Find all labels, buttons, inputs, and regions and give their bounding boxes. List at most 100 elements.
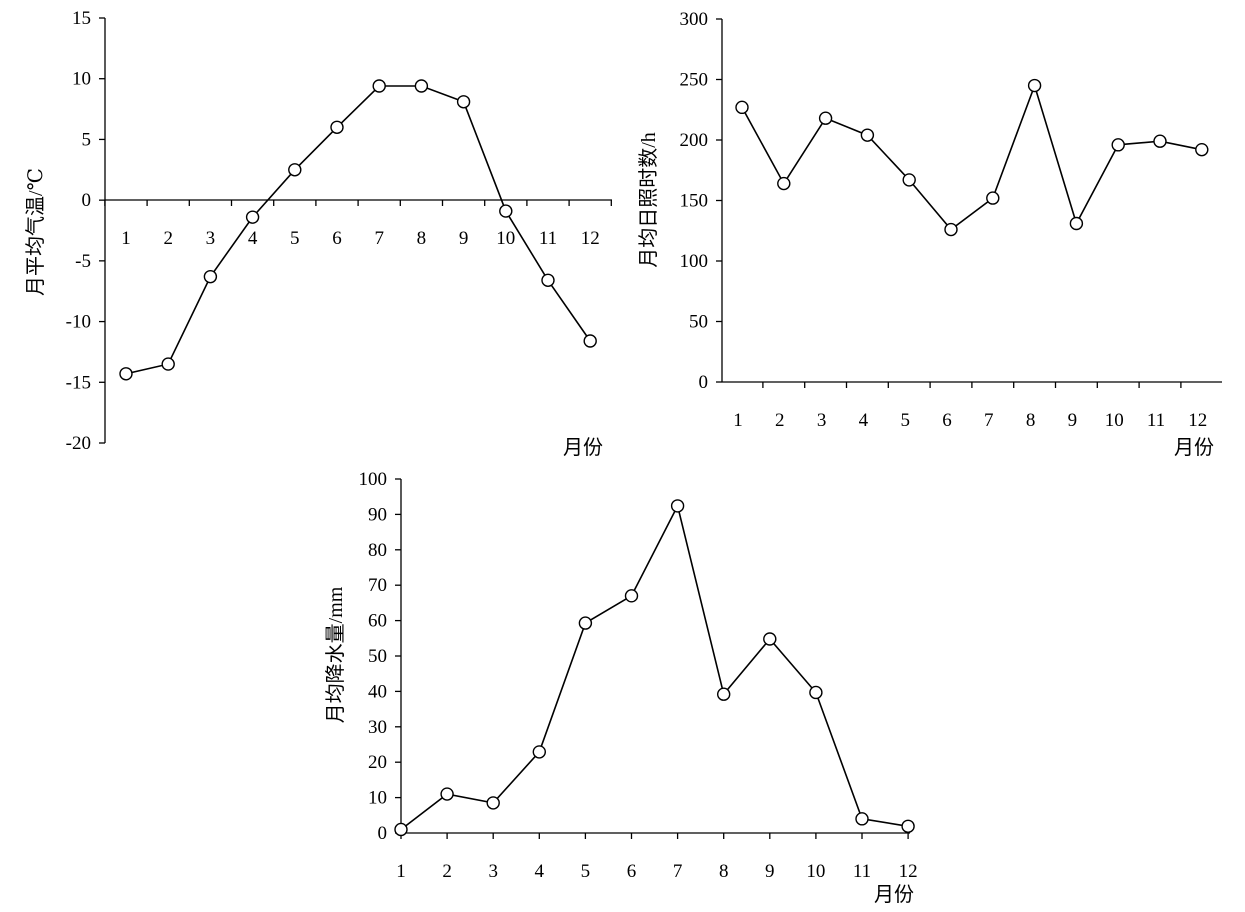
- data-point-marker: [624, 589, 639, 603]
- x-tick-label: 9: [1068, 410, 1078, 431]
- x-tick-label: 1: [396, 861, 406, 882]
- data-point-marker: [763, 632, 777, 646]
- data-point-marker: [203, 269, 218, 284]
- data-point-marker: [860, 128, 875, 142]
- y-axis-title: 月平均气温/℃: [24, 168, 47, 296]
- x-tick-label: 1: [121, 228, 131, 249]
- x-axis-title: 月份: [563, 436, 603, 459]
- data-point-marker: [1027, 78, 1042, 93]
- x-tick-label: 12: [899, 861, 918, 882]
- x-tick-label: 3: [817, 410, 827, 431]
- y-tick-label: 0: [82, 190, 92, 211]
- x-tick-label: 7: [374, 228, 384, 249]
- data-point-marker: [245, 210, 260, 224]
- data-point-marker: [583, 334, 597, 348]
- y-tick-label: -10: [66, 312, 91, 333]
- x-tick-label: 11: [1147, 410, 1165, 431]
- data-point-marker: [372, 79, 386, 93]
- x-tick-label: 3: [206, 228, 216, 249]
- data-point-marker: [161, 357, 175, 371]
- data-point-marker: [532, 745, 546, 759]
- data-point-marker: [735, 100, 749, 115]
- data-point-marker: [288, 163, 302, 177]
- x-tick-label: 4: [535, 861, 545, 882]
- x-tick-label: 2: [442, 861, 452, 882]
- x-tick-label: 8: [417, 228, 427, 249]
- series-line: [741, 83, 1202, 231]
- x-tick-label: 5: [290, 228, 300, 249]
- series-line: [400, 503, 909, 831]
- data-point-marker: [818, 111, 833, 125]
- x-tick-label: 9: [459, 228, 469, 249]
- y-axis-title: 月均降水量/mm: [324, 586, 347, 723]
- data-point-marker: [414, 79, 429, 93]
- x-tick-label: 5: [900, 410, 910, 431]
- data-point-marker: [777, 176, 791, 191]
- data-point-marker: [578, 616, 593, 630]
- data-point-marker: [486, 796, 500, 810]
- series-line: [125, 85, 591, 375]
- x-tick-label: 6: [627, 861, 637, 882]
- x-tick-label: 8: [1026, 410, 1036, 431]
- y-tick-label: 200: [680, 130, 709, 151]
- x-tick-label: 1: [733, 410, 743, 431]
- data-point-marker: [119, 367, 133, 381]
- x-tick-label: 12: [581, 228, 600, 249]
- x-tick-label: 2: [775, 410, 785, 431]
- y-tick-label: 300: [680, 9, 709, 30]
- x-tick-label: 10: [496, 228, 515, 249]
- x-tick-label: 7: [673, 861, 683, 882]
- x-tick-label: 4: [859, 410, 869, 431]
- y-tick-label: 30: [368, 717, 387, 738]
- y-tick-label: 15: [72, 8, 91, 29]
- y-tick-label: -15: [66, 372, 91, 393]
- y-tick-label: 10: [368, 788, 387, 809]
- x-tick-label: 4: [248, 228, 258, 249]
- x-tick-label: 12: [1188, 410, 1207, 431]
- data-point-marker: [944, 222, 958, 237]
- y-tick-label: 150: [680, 191, 709, 212]
- y-tick-label: 60: [368, 611, 387, 632]
- x-tick-label: 8: [719, 861, 729, 882]
- x-tick-label: 11: [539, 228, 557, 249]
- y-tick-label: 50: [368, 646, 387, 667]
- data-point-marker: [855, 812, 869, 826]
- x-tick-label: 11: [853, 861, 871, 882]
- y-tick-label: 100: [359, 469, 388, 490]
- data-point-marker: [1195, 142, 1209, 157]
- data-point-marker: [986, 191, 1000, 205]
- y-tick-label: 250: [680, 70, 709, 91]
- y-tick-label: 50: [689, 312, 708, 333]
- data-point-marker: [499, 204, 513, 218]
- x-tick-label: 6: [942, 410, 952, 431]
- y-tick-label: 70: [368, 575, 387, 596]
- x-tick-label: 3: [488, 861, 498, 882]
- data-point-marker: [456, 95, 471, 109]
- y-tick-label: -20: [66, 433, 91, 454]
- data-point-marker: [809, 685, 823, 700]
- data-point-marker: [1153, 134, 1167, 148]
- x-axis-title: 月份: [1174, 436, 1214, 459]
- data-point-marker: [901, 819, 915, 833]
- x-axis-title: 月份: [874, 883, 914, 906]
- y-axis-title: 月均日照时数/h: [637, 132, 660, 268]
- y-tick-label: 20: [368, 752, 387, 773]
- x-tick-label: 7: [984, 410, 994, 431]
- x-tick-label: 9: [765, 861, 775, 882]
- y-tick-label: 100: [680, 251, 709, 272]
- data-point-marker: [1069, 216, 1084, 231]
- y-tick-label: 0: [378, 823, 388, 844]
- x-tick-label: 2: [163, 228, 173, 249]
- data-point-marker: [1111, 138, 1125, 152]
- y-tick-label: 90: [368, 504, 387, 525]
- data-point-marker: [394, 822, 408, 837]
- data-point-marker: [330, 120, 344, 134]
- data-point-marker: [541, 273, 555, 287]
- y-tick-label: 0: [699, 372, 709, 393]
- y-tick-label: 10: [72, 69, 91, 90]
- x-tick-label: 6: [332, 228, 342, 249]
